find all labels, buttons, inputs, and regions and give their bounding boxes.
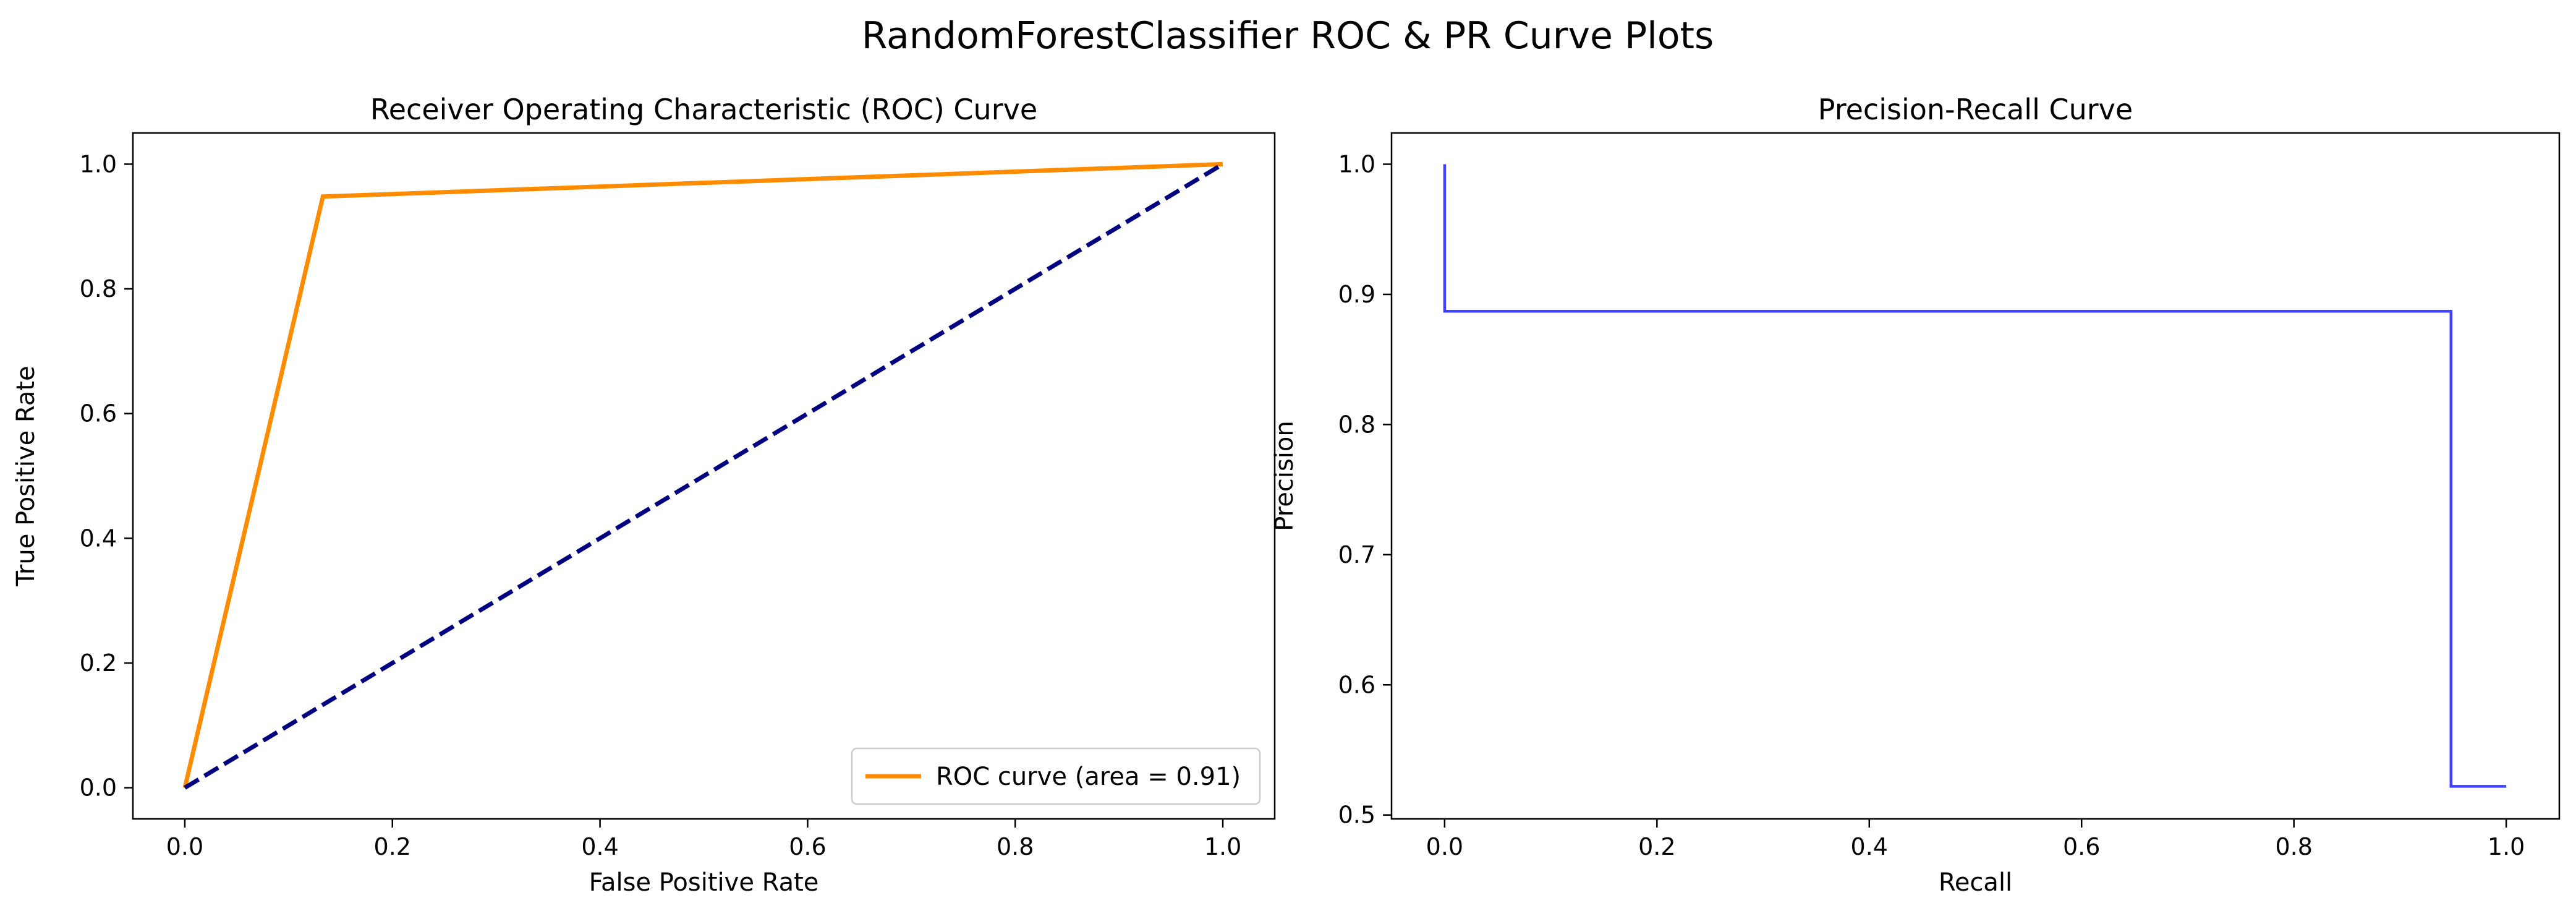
roc-y-tick-label: 0.6: [80, 400, 117, 427]
roc-x-tick-label: 1.0: [1204, 833, 1241, 860]
pr-curve-line: [1443, 164, 2507, 788]
pr-title: Precision-Recall Curve: [1818, 93, 2133, 126]
roc-axes-frame: [132, 132, 1276, 820]
pr-x-tick-label: 1.0: [2488, 833, 2525, 860]
roc-y-tick-label: 0.0: [80, 774, 117, 802]
pr-axes-frame: [1390, 132, 2561, 820]
pr-x-tick-label: 0.2: [1638, 833, 1675, 860]
roc-y-tick-label: 0.4: [80, 524, 117, 552]
pr-y-tick-label: 0.9: [1338, 281, 1375, 308]
roc-y-tick-label: 1.0: [80, 150, 117, 178]
pr-y-tick-label: 0.6: [1338, 671, 1375, 698]
pr-x-tick-label: 0.8: [2275, 833, 2312, 860]
roc-x-tick-label: 0.2: [374, 833, 411, 860]
roc-x-tick-label: 0.6: [789, 833, 826, 860]
roc-plot: 0.0 0.2 0.4 0.6 0.8 1.0 0.0 0.2 0.4 0.6 0.8 1.0 Rece…: [12, 93, 1276, 897]
pr-y-axis-label: Precision: [1270, 421, 1299, 531]
pr-x-tick-label: 0.4: [1851, 833, 1888, 860]
pr-plot: 0.0 0.2 0.4 0.6 0.8 1.0 0.5 0.6 0.7 0.8 0.9 1.0 Prec…: [1270, 93, 2561, 897]
pr-x-tick-label: 0.6: [2063, 833, 2100, 860]
random-baseline-line: [184, 162, 1224, 790]
figure-title: RandomForestClassifier ROC & PR Curve Pl…: [862, 14, 1714, 58]
roc-x-tick-label: 0.4: [581, 833, 618, 860]
pr-y-tick-label: 1.0: [1338, 151, 1375, 178]
roc-y-axis-label: True Positive Rate: [12, 366, 40, 586]
roc-curve-line: [182, 161, 1223, 789]
pr-x-tick-label: 0.0: [1426, 833, 1463, 860]
legend-box: [851, 747, 1261, 805]
roc-y-tick-label: 0.8: [80, 275, 117, 302]
roc-x-tick-label: 0.0: [166, 833, 203, 860]
roc-title: Receiver Operating Characteristic (ROC) …: [370, 93, 1037, 126]
roc-x-tick-label: 0.8: [997, 833, 1034, 860]
pr-x-axis-label: Recall: [1939, 868, 2012, 897]
legend-label-roc: ROC curve (area = 0.91): [936, 763, 1241, 791]
pr-y-tick-label: 0.5: [1338, 802, 1375, 829]
roc-x-axis-label: False Positive Rate: [589, 868, 819, 897]
roc-y-tick-label: 0.2: [80, 649, 117, 677]
pr-y-tick-label: 0.8: [1338, 411, 1375, 438]
pr-y-tick-label: 0.7: [1338, 541, 1375, 568]
